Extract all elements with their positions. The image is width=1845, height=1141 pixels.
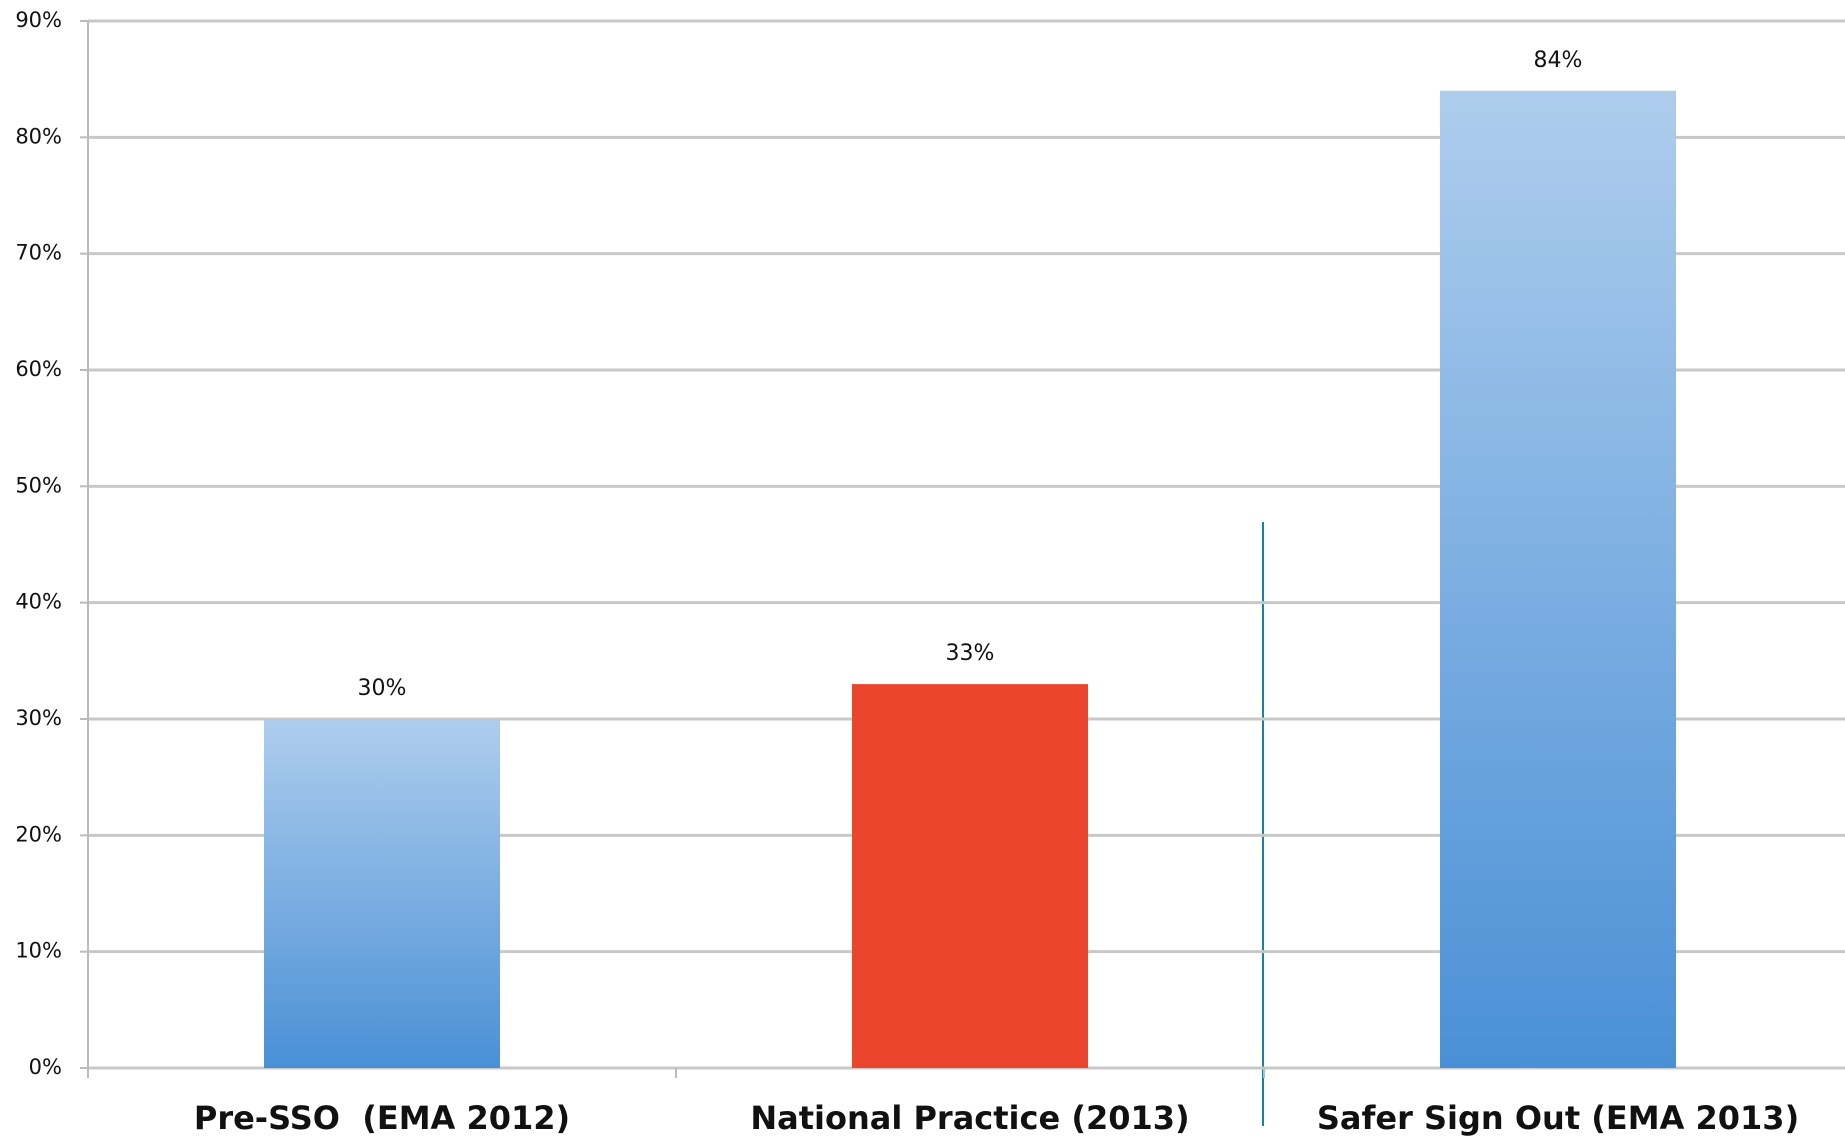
value-label: 84% bbox=[1534, 48, 1583, 73]
y-tick-label: 70% bbox=[15, 241, 62, 265]
value-label: 33% bbox=[946, 641, 995, 666]
bar bbox=[852, 684, 1088, 1068]
y-tick-label: 0% bbox=[29, 1055, 62, 1079]
x-tick-label: National Practice (2013) bbox=[750, 1099, 1189, 1137]
y-tick-label: 10% bbox=[15, 939, 62, 963]
bar bbox=[264, 719, 500, 1068]
y-tick-label: 50% bbox=[15, 473, 62, 497]
y-tick-label: 90% bbox=[15, 8, 62, 32]
y-tick-label: 80% bbox=[15, 124, 62, 148]
bar bbox=[1440, 90, 1676, 1069]
y-tick-label: 20% bbox=[15, 822, 62, 846]
y-tick-label: 30% bbox=[15, 706, 62, 730]
y-tick-label: 40% bbox=[15, 590, 62, 614]
value-label: 30% bbox=[358, 676, 407, 701]
x-tick-label: Pre-SSO (EMA 2012) bbox=[194, 1099, 570, 1137]
y-tick-label: 60% bbox=[15, 357, 62, 381]
x-tick-label: Safer Sign Out (EMA 2013) bbox=[1317, 1099, 1799, 1137]
